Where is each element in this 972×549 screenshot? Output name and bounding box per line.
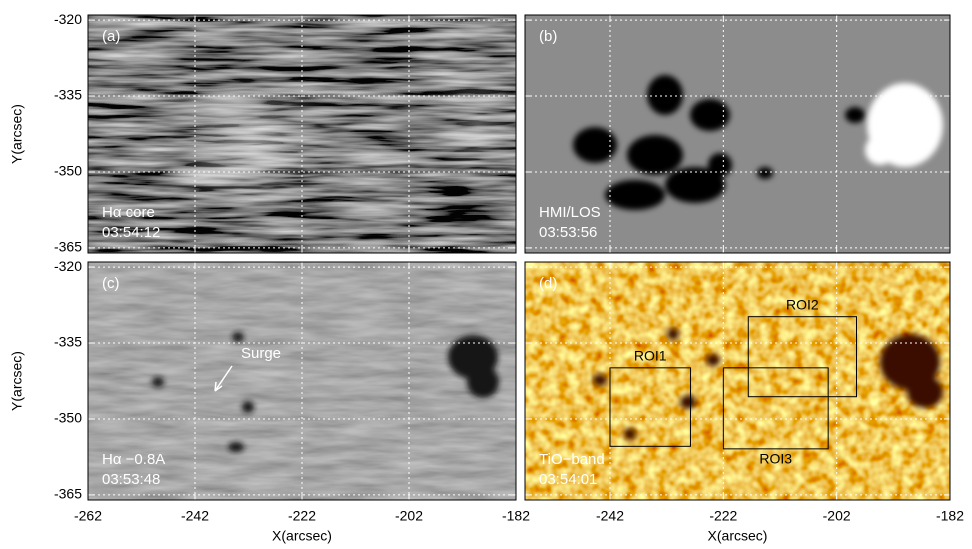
panel-frame bbox=[87, 14, 517, 254]
panel-b-image bbox=[525, 15, 950, 253]
surge-arrow-head bbox=[214, 381, 223, 392]
panel-c-image bbox=[88, 262, 516, 500]
panel-caption: 03:53:48 bbox=[102, 471, 160, 488]
panel-caption: 03:54:12 bbox=[102, 224, 160, 241]
annotation: Surge bbox=[241, 345, 281, 362]
x-tick-label: -222 bbox=[288, 508, 316, 524]
panel-caption: HMI/LOS bbox=[539, 204, 601, 221]
panel-label: (a) bbox=[102, 28, 120, 45]
y-tick-label: -335 bbox=[54, 334, 82, 350]
panel-frame bbox=[524, 261, 951, 501]
surge-arrow bbox=[214, 365, 233, 392]
roi-label: ROI1 bbox=[634, 348, 667, 364]
y-tick-label: -320 bbox=[54, 258, 82, 274]
y-axis-title: Y(arcsec) bbox=[9, 351, 25, 411]
y-tick-label: -320 bbox=[54, 11, 82, 27]
y-tick-label: -350 bbox=[54, 163, 82, 179]
roi-label: ROI3 bbox=[759, 451, 792, 467]
panel-caption: Hα core bbox=[102, 204, 155, 221]
roi-box bbox=[609, 367, 691, 447]
panel-a-image bbox=[88, 15, 516, 253]
roi-box bbox=[747, 316, 857, 398]
y-axis-title: Y(arcsec) bbox=[9, 104, 25, 164]
panel-caption: TiO−band bbox=[539, 451, 605, 468]
x-tick-label: -242 bbox=[596, 508, 624, 524]
y-tick-label: -335 bbox=[54, 87, 82, 103]
panel-caption: 03:53:56 bbox=[539, 224, 597, 241]
panel-caption: 03:54:01 bbox=[539, 471, 597, 488]
panel-label: (c) bbox=[102, 275, 120, 292]
x-tick-label: -182 bbox=[936, 508, 964, 524]
y-tick-label: -365 bbox=[54, 486, 82, 502]
panel-frame bbox=[524, 14, 951, 254]
x-tick-label: -242 bbox=[181, 508, 209, 524]
x-tick-label: -202 bbox=[395, 508, 423, 524]
roi-label: ROI2 bbox=[786, 296, 819, 312]
x-axis-title: X(arcsec) bbox=[272, 528, 332, 544]
y-tick-label: -350 bbox=[54, 410, 82, 426]
panel-label: (b) bbox=[539, 28, 557, 45]
x-tick-label: -202 bbox=[823, 508, 851, 524]
panel-frame bbox=[87, 261, 517, 501]
x-tick-label: -182 bbox=[502, 508, 530, 524]
x-axis-title: X(arcsec) bbox=[708, 528, 768, 544]
panel-label: (d) bbox=[539, 275, 557, 292]
y-tick-label: -365 bbox=[54, 239, 82, 255]
panel-caption: Hα −0.8A bbox=[102, 451, 165, 468]
roi-box bbox=[722, 367, 829, 450]
x-tick-label: -222 bbox=[709, 508, 737, 524]
panel-d-image bbox=[525, 262, 950, 500]
x-tick-label: -262 bbox=[74, 508, 102, 524]
